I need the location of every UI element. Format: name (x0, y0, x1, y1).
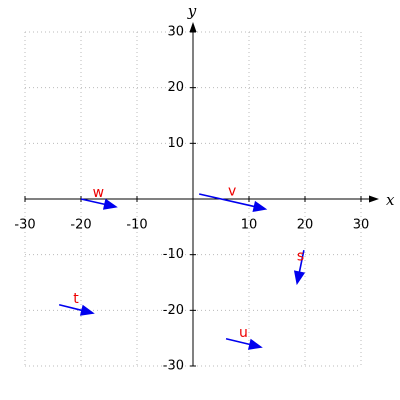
vector-label: w (93, 185, 104, 201)
y-axis-arrow (189, 22, 197, 32)
x-tick-label: 20 (297, 218, 314, 233)
x-axis-label: x (386, 191, 395, 209)
x-tick-label: 10 (241, 218, 258, 233)
x-axis-arrow (369, 195, 379, 203)
vector-label: t (73, 291, 79, 307)
vector-label: s (297, 249, 304, 265)
y-tick-label: -20 (163, 303, 184, 318)
vector-arrow (225, 337, 263, 350)
vector-arrow (80, 198, 118, 210)
y-tick-label: 20 (167, 80, 184, 95)
y-tick-label: -30 (163, 359, 184, 374)
x-tick-label: -10 (126, 218, 147, 233)
vector-label: u (239, 325, 248, 341)
y-tick-label: 10 (167, 136, 184, 151)
y-tick-label: -10 (163, 247, 184, 262)
x-tick-label: -20 (70, 218, 91, 233)
vector-arrow (58, 303, 95, 316)
vector-arrow (198, 193, 268, 212)
x-tick-label: -30 (14, 218, 35, 233)
x-tick-label: 30 (353, 218, 370, 233)
y-axis-label: y (187, 2, 197, 20)
vector-arrow (293, 250, 306, 286)
vector-label: v (228, 184, 236, 200)
y-tick-label: 30 (167, 25, 184, 40)
